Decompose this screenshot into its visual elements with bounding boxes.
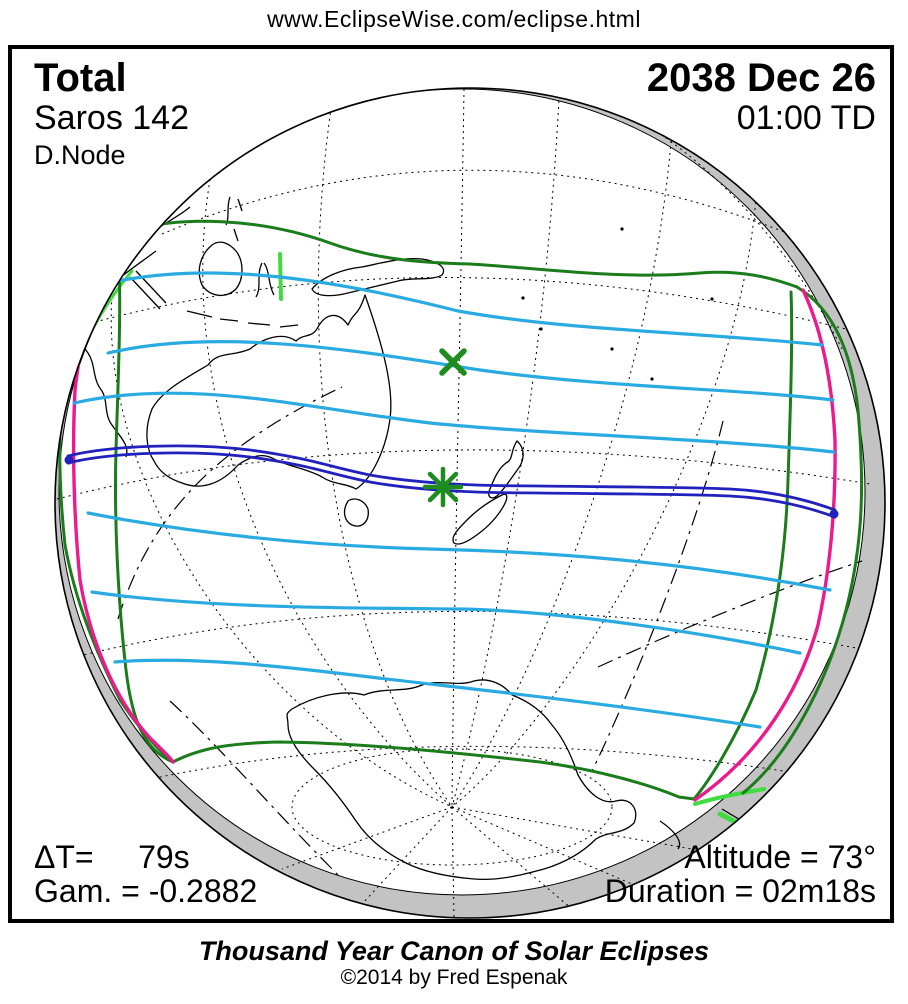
greatest-eclipse-marker <box>422 466 464 508</box>
delta-t-block: ΔT= 79s Gam. = -0.2882 <box>34 840 257 909</box>
copyright: ©2014 by Fred Espenak <box>340 966 568 989</box>
coast-tasmania <box>343 498 369 527</box>
eclipse-globe-map <box>54 87 886 919</box>
coast-new-guinea <box>311 257 445 297</box>
graticule-meridians <box>110 88 758 918</box>
canon-title: Thousand Year Canon of Solar Eclipses <box>198 936 710 966</box>
node-label: D.Node <box>34 139 126 170</box>
delta-t-value: ΔT= 79s <box>34 838 190 875</box>
coast-nz-north <box>488 440 524 499</box>
globe-limb <box>54 87 886 919</box>
globe-disk <box>55 88 885 918</box>
north-limit-green <box>123 219 799 289</box>
eclipse-date: 2038 Dec 26 <box>646 56 876 100</box>
terminator-dotted-right <box>619 108 843 350</box>
coast-nz-south <box>452 493 508 545</box>
coast-australia <box>146 294 392 490</box>
gamma-value: Gam. = -0.2882 <box>34 873 258 910</box>
eclipse-time: 01:00 TD <box>736 99 876 138</box>
eclipse-date-block: 2038 Dec 26 01:00 TD <box>646 56 876 138</box>
coast-antarctica <box>286 679 637 881</box>
graticule-parallels <box>56 169 871 866</box>
terminator-line <box>58 88 866 896</box>
altitude-value: Altitude = 73° <box>684 838 876 875</box>
duration-value: Duration = 02m18s <box>604 873 876 910</box>
eclipse-type: Total <box>34 56 127 100</box>
site-url: www.EclipseWise.com/eclipse.html <box>267 6 641 32</box>
saros-number: Saros 142 <box>34 99 189 138</box>
max-eclipse-curves <box>72 271 836 729</box>
subsolar-x-marker <box>439 348 467 376</box>
map-frame: Total Saros 142 D.Node 2038 Dec 26 01:00… <box>8 45 894 923</box>
circumstances-block: Altitude = 73° Duration = 02m18s <box>605 840 876 909</box>
east-magenta <box>693 288 837 802</box>
eclipse-type-block: Total Saros 142 D.Node <box>34 56 189 170</box>
east-inner-green <box>692 290 794 801</box>
south-limit-green <box>171 740 696 801</box>
east-outer-green <box>741 285 864 795</box>
